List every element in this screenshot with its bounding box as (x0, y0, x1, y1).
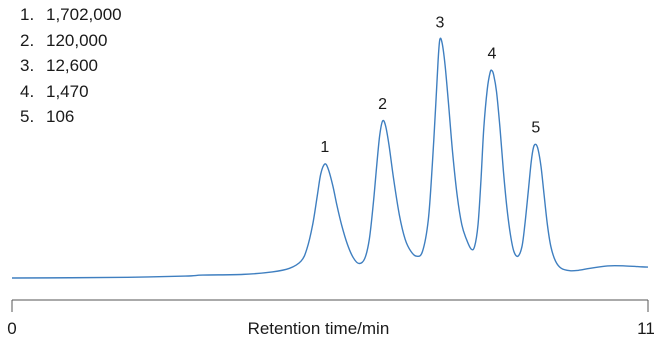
x-axis-label: Retention time/min (248, 319, 390, 338)
legend-entry-label: 1,470 (46, 81, 89, 101)
legend-entry-number: 1. (20, 5, 35, 24)
peak-label-4: 4 (487, 46, 496, 63)
legend-entry-number: 2. (20, 30, 35, 50)
legend-entry-number: 3. (20, 56, 35, 75)
legend-entry-label: 1,702,000 (46, 5, 122, 24)
x-tick-label-start: 0 (7, 319, 16, 338)
legend-entry-label: 12,600 (46, 56, 98, 75)
legend-entry: 4. 1,470 (20, 79, 122, 105)
legend-entry: 3. 12,600 (20, 53, 122, 79)
legend-entry-number: 4. (20, 81, 35, 101)
legend-entry: 5. 106 (20, 104, 122, 130)
peak-label-5: 5 (531, 119, 540, 136)
peak-label-2: 2 (378, 96, 387, 113)
chromatogram-trace (11, 37, 649, 279)
x-axis: 0 11 Retention time/min (7, 299, 655, 338)
peak-label-3: 3 (435, 14, 444, 31)
legend-entry-label: 106 (46, 107, 75, 126)
peak-label-1: 1 (320, 139, 329, 156)
legend-entry-number: 5. (20, 107, 35, 126)
legend-entry-label: 120,000 (46, 30, 108, 50)
peak-labels: 1 2 3 4 5 (320, 14, 540, 156)
x-tick-label-end: 11 (637, 319, 655, 338)
legend-entry: 2. 120,000 (20, 28, 122, 54)
legend-entry: 1. 1,702,000 (20, 2, 122, 28)
chart-legend: 1. 1,702,000 2. 120,000 3. 12,600 4. 1,470 5. 106 (20, 2, 122, 130)
